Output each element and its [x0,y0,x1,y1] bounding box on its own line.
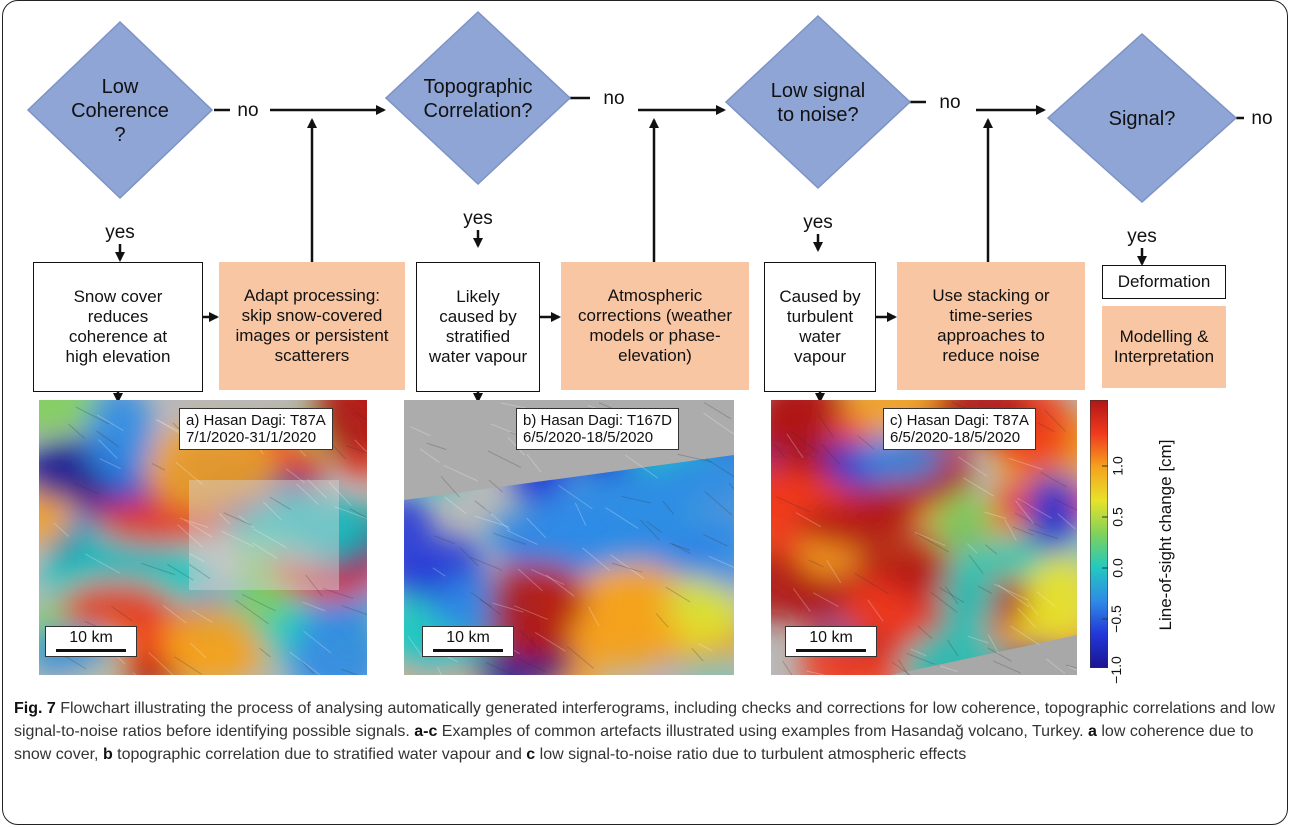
scalebar-line [433,649,503,652]
colorbar-tick: −0.5 [1107,605,1124,633]
interferogram-panel-c: c) Hasan Dagi: T87A 6/5/2020-18/5/2020 1… [771,400,1077,675]
colorbar-tick: 0.0 [1109,558,1126,578]
no-label: no [939,92,960,113]
interferogram-panel-a: a) Hasan Dagi: T87A 7/1/2020-31/1/2020 1… [39,400,367,675]
interferogram-image-c [771,400,1077,675]
panel-c-scalebar: 10 km [785,626,877,657]
colorbar-title: Line-of-sight change [cm] [1156,439,1175,631]
no-label: no [237,100,258,121]
caption-text: topographic correlation due to stratifie… [112,746,527,763]
no-label: no [1251,108,1272,129]
decision-label: Topographic Correlation? [424,76,533,122]
decision-diamond [384,10,572,186]
action-box-adapt-processing: Adapt processing: skip snow-covered imag… [219,262,405,390]
caption-ref: b [102,746,113,763]
caption-ref: a-c [414,723,438,740]
decision-diamond [1046,32,1238,204]
decision-label: Signal? [1109,108,1176,130]
panel-c-scale-text: 10 km [809,629,853,646]
colorbar-tick: −1.0 [1107,656,1124,684]
yes-label: yes [463,208,493,229]
colorbar-tick: 0.5 [1109,507,1126,527]
action-box-stacking: Use stacking or time-series approaches t… [897,262,1085,390]
colorbar-tick: 1.0 [1109,456,1126,476]
colorbar [1090,400,1108,668]
panel-a-label: a) Hasan Dagi: T87A 7/1/2020-31/1/2020 [179,408,333,450]
caption-ref: c [526,746,536,763]
action-box-modelling: Modelling & Interpretation [1102,306,1226,388]
caption-text: Examples of common artefacts illustrated… [437,723,1089,740]
panel-a-scale-text: 10 km [69,629,113,646]
yes-label: yes [1127,226,1157,247]
action-box-atmospheric-corrections: Atmospheric corrections (weather models … [561,262,749,390]
panel-b-scalebar: 10 km [422,626,514,657]
panel-c-label: c) Hasan Dagi: T87A 6/5/2020-18/5/2020 [883,408,1036,450]
outcome-box-snow-cover: Snow cover reduces coherence at high ele… [33,262,203,392]
interferogram-panel-b: b) Hasan Dagi: T167D 6/5/2020-18/5/2020 … [404,400,734,675]
no-label: no [603,88,624,109]
decision-label: Low Coherence? [71,76,169,146]
panel-a-scalebar: 10 km [45,626,137,657]
outcome-box-deformation: Deformation [1102,265,1226,299]
scalebar-line [56,649,126,652]
yes-label: yes [105,222,135,243]
caption-text: Flowchart illustrating the process of an… [14,700,1276,740]
figure-caption: Fig. 7 Flowchart illustrating the proces… [14,697,1282,766]
yes-label: yes [803,212,833,233]
colorbar-tick-labels: 1.0 0.5 0.0 −0.5 −1.0 [1107,400,1140,684]
caption-ref: a [1088,723,1097,740]
outcome-box-turbulent-vapour: Caused by turbulent water vapour [764,262,876,392]
caption-fig-label: Fig. 7 [14,700,56,717]
decision-diamond [26,20,214,200]
decision-diamond [724,14,912,190]
outcome-box-stratified-vapour: Likely caused by stratified water vapour [416,262,540,392]
decision-label: Low signal to noise? [771,80,866,126]
caption-text: low coherence due to snow cover, [14,723,1254,763]
panel-b-label: b) Hasan Dagi: T167D 6/5/2020-18/5/2020 [516,408,679,450]
scalebar-line [796,649,866,652]
caption-text: low signal-to-noise ratio due to turbule… [535,746,967,763]
panel-b-scale-text: 10 km [446,629,490,646]
